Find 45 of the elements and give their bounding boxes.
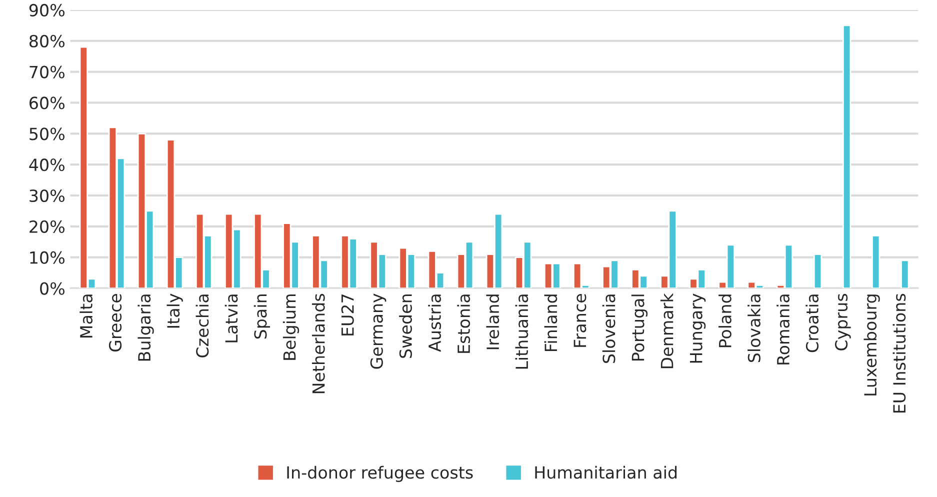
y-tick-label: 0%: [40, 282, 64, 295]
x-tick-label: Denmark: [660, 293, 674, 368]
x-tick-label: Lithuania: [515, 294, 528, 369]
y-tick-label: 60%: [30, 96, 64, 110]
x-tick-label: Ireland: [486, 294, 500, 350]
x-tick-label: Italy: [166, 294, 183, 328]
x-tick-label: Estonia: [457, 294, 470, 353]
bar: [900, 260, 910, 288]
x-tick-label: Sweden: [399, 294, 412, 358]
x-tick-label: Germany: [370, 294, 386, 369]
x-tick-label: Cyprus: [834, 294, 851, 350]
x-tick-label: Slovenia: [602, 294, 616, 363]
x-tick-label: Poland: [718, 294, 732, 348]
y-tick-label: 30%: [30, 189, 64, 202]
x-tick-label: Hungary: [690, 294, 706, 363]
x-tick-label: Malta: [80, 294, 93, 338]
x-tick-label: Czechia: [196, 294, 209, 358]
x-tick-label: EU27: [341, 294, 354, 336]
y-tick-label: 20%: [30, 220, 64, 233]
x-tick-label: Greece: [108, 294, 122, 352]
bar: [813, 254, 822, 288]
x-tick-label: Spain: [254, 294, 270, 339]
x-tick-label: Netherlands: [312, 294, 325, 394]
legend-label: Humanitarian aid: [535, 466, 677, 479]
y-tick-label: 70%: [30, 66, 64, 78]
x-tick-label: Latvia: [224, 294, 238, 342]
x-tick-label: Croatia: [806, 294, 819, 352]
x-tick-label: EU Institutions: [892, 294, 906, 413]
x-tick-label: France: [574, 294, 586, 347]
y-tick-label: 90%: [29, 4, 64, 17]
x-tick-label: Belgium: [282, 294, 300, 360]
bar: [842, 24, 852, 288]
x-tick-label: Finland: [544, 294, 558, 352]
y-tick-label: 40%: [29, 158, 64, 172]
legend-label: In-donor refugee costs: [287, 466, 473, 482]
x-tick-label: Austria: [428, 294, 442, 352]
x-tick-label: Portugal: [631, 294, 648, 360]
y-tick-label: 80%: [30, 34, 64, 48]
x-tick-label: Luxembourg: [864, 294, 880, 396]
x-tick-label: Bulgaria: [138, 294, 154, 361]
y-tick-label: 10%: [30, 251, 64, 264]
x-tick-label: Slovakia: [748, 294, 760, 362]
y-tick-label: 50%: [30, 128, 64, 140]
x-tick-label: Romania: [776, 294, 790, 364]
bar: [872, 234, 880, 288]
